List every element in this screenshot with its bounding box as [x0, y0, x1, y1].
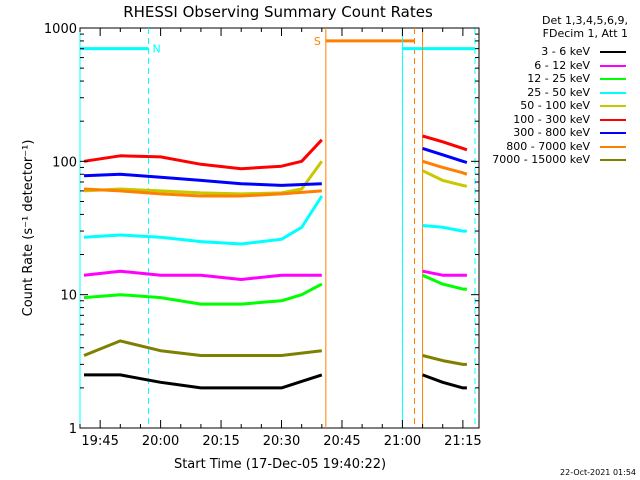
- y-tick-label: 100: [52, 155, 77, 170]
- series-line: [83, 195, 467, 246]
- legend-swatch: [600, 91, 626, 94]
- x-tick-label: 20:15: [202, 434, 239, 449]
- legend-swatch: [600, 105, 626, 107]
- series-segment: [421, 273, 467, 291]
- legend-label: 6 - 12 keV: [534, 58, 590, 72]
- x-tick-label: 20:00: [142, 434, 179, 449]
- series-line: [83, 269, 467, 281]
- annotation-label: S: [314, 35, 321, 48]
- series-segment: [421, 169, 468, 188]
- y-tick-label: 1: [69, 422, 77, 437]
- legend-entry: 12 - 25 keV: [430, 72, 630, 85]
- chart-title: RHESSI Observing Summary Count Rates: [123, 3, 433, 21]
- x-tick-label: 21:15: [444, 434, 481, 449]
- series-layer: [83, 134, 468, 390]
- x-axis-label: Start Time (17-Dec-05 19:40:22): [174, 457, 386, 472]
- series-line: [83, 159, 468, 198]
- series-segment: [422, 146, 468, 164]
- series-segment: [422, 354, 467, 366]
- pointing-annotations: NS: [79, 28, 476, 428]
- series-segment: [83, 282, 323, 306]
- legend-swatch: [600, 64, 626, 67]
- legend-swatch: [600, 132, 626, 134]
- series-segment: [83, 269, 322, 281]
- legend-header-line-2: FDecim 1, Att 1: [542, 27, 628, 40]
- legend-swatch: [600, 118, 626, 121]
- series-segment: [422, 373, 467, 390]
- legend-swatch: [600, 51, 626, 53]
- series-segment: [83, 339, 322, 357]
- series-segment: [84, 373, 323, 390]
- plot-frame: [79, 27, 480, 429]
- legend-entry: 7000 - 15000 keV: [430, 153, 630, 166]
- legend-label: 25 - 50 keV: [527, 85, 590, 99]
- series-line: [83, 339, 467, 366]
- legend-entry: 6 - 12 keV: [430, 59, 630, 72]
- series-line: [83, 134, 468, 171]
- x-tick-label: 20:30: [263, 434, 300, 449]
- series-line: [83, 146, 468, 187]
- x-axis: 19:45 20:00 20:15 20:30 20:45 21:00 21:15: [79, 28, 482, 449]
- x-tick-label: 20:45: [323, 434, 360, 449]
- legend-entry: 3 - 6 keV: [430, 45, 630, 58]
- y-axis-label: Count Rate (s⁻¹ detector⁻¹): [21, 140, 36, 317]
- legend-header: Det 1,3,4,5,6,9, FDecim 1, Att 1: [428, 14, 628, 40]
- legend-swatch: [600, 78, 626, 80]
- y-tick-label: 1000: [44, 22, 77, 37]
- legend-label: 12 - 25 keV: [527, 72, 590, 85]
- legend-entry: 50 - 100 keV: [430, 99, 630, 112]
- series-line: [83, 273, 467, 306]
- series-segment: [83, 195, 324, 246]
- series-segment: [83, 172, 322, 187]
- legend-entry: 300 - 800 keV: [430, 126, 630, 139]
- legend-entry: 800 - 7000 keV: [430, 140, 630, 153]
- footer-timestamp: 22-Oct-2021 01:54: [560, 468, 636, 477]
- legend-label: 7000 - 15000 keV: [492, 153, 590, 166]
- legend-header-line-1: Det 1,3,4,5,6,9,: [541, 14, 628, 27]
- legend-entry: 100 - 300 keV: [430, 113, 630, 126]
- series-segment: [422, 134, 468, 152]
- legend-label: 50 - 100 keV: [520, 99, 590, 112]
- series-line: [84, 373, 467, 390]
- legend-label: 300 - 800 keV: [513, 126, 590, 139]
- legend-swatch: [600, 159, 626, 161]
- legend-label: 3 - 6 keV: [541, 45, 590, 58]
- legend-entry: 25 - 50 keV: [430, 86, 630, 99]
- series-segment: [422, 224, 467, 233]
- series-segment: [83, 160, 324, 196]
- legend-swatch: [600, 145, 626, 148]
- y-tick-label: 10: [60, 289, 77, 304]
- series-segment: [422, 159, 468, 176]
- legend-label: 100 - 300 keV: [513, 112, 590, 126]
- y-axis: 1 10 100 1000: [44, 22, 479, 437]
- x-tick-label: 19:45: [81, 434, 118, 449]
- series-segment: [83, 187, 322, 198]
- x-tick-label: 21:00: [384, 434, 421, 449]
- legend-label: 800 - 7000 keV: [506, 139, 590, 153]
- series-line: [83, 160, 468, 196]
- series-segment: [422, 269, 467, 277]
- annotation-label: N: [153, 43, 161, 56]
- series-segment: [83, 138, 323, 171]
